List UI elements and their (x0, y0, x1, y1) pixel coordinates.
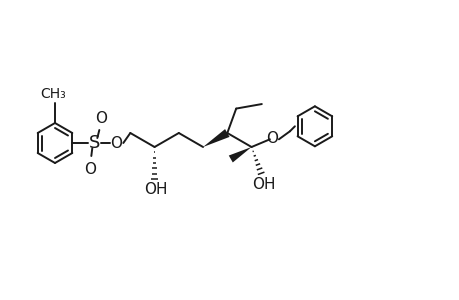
Text: O: O (84, 161, 96, 176)
Text: OH: OH (252, 177, 275, 192)
Text: O: O (110, 136, 122, 151)
Polygon shape (202, 129, 229, 147)
Text: O: O (95, 110, 107, 125)
Text: CH₃: CH₃ (40, 87, 66, 101)
Text: O: O (265, 131, 277, 146)
Polygon shape (228, 147, 251, 163)
Text: OH: OH (144, 182, 167, 196)
Text: S: S (89, 134, 100, 152)
